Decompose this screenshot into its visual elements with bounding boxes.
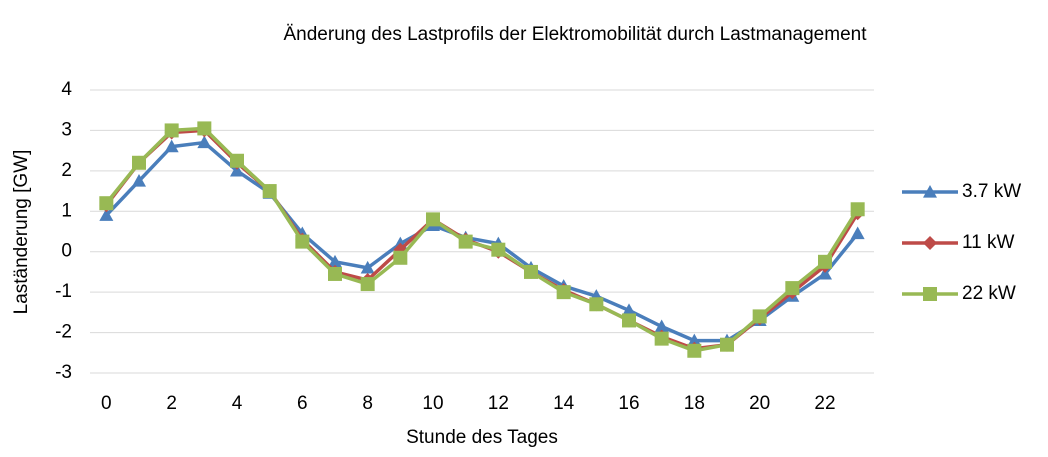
marker [785, 281, 800, 296]
marker [850, 226, 865, 240]
marker [132, 155, 146, 170]
x-tick-label: 10 [422, 393, 443, 414]
marker [654, 319, 669, 333]
y-tick-label: 0 [61, 241, 72, 262]
marker [818, 254, 832, 269]
y-tick-label: 1 [61, 200, 72, 221]
x-tick-label: 20 [749, 393, 770, 414]
marker [923, 236, 937, 250]
marker [720, 337, 734, 352]
marker [99, 196, 114, 211]
marker [164, 123, 179, 138]
marker [164, 139, 179, 153]
marker [622, 313, 636, 328]
x-tick-label: 16 [618, 393, 639, 414]
marker [99, 208, 114, 221]
y-tick-label: 4 [61, 79, 72, 100]
marker [622, 303, 636, 316]
legend-label: 22 kW [962, 283, 1016, 304]
x-tick-label: 0 [101, 393, 112, 414]
marker [197, 135, 212, 149]
marker [687, 343, 702, 358]
marker [524, 264, 538, 279]
chart-title: Änderung des Lastprofils der Elektromobi… [284, 24, 868, 45]
x-axis-label: Stunde des Tages [406, 427, 558, 448]
x-tick-label: 8 [362, 393, 373, 414]
marker [818, 266, 832, 280]
marker [491, 242, 506, 257]
marker [393, 242, 408, 257]
x-tick-label: 12 [488, 393, 509, 414]
marker [687, 333, 702, 347]
x-tick-label: 18 [684, 393, 705, 414]
y-tick-label: -2 [55, 322, 72, 343]
y-tick-label: 3 [61, 119, 72, 140]
marker [458, 234, 473, 249]
marker [556, 285, 571, 300]
marker [328, 254, 342, 268]
marker [328, 266, 342, 281]
series-line [105, 140, 860, 343]
marker [589, 297, 604, 312]
marker [230, 153, 244, 168]
marker [360, 277, 375, 292]
x-tick-label: 4 [232, 393, 243, 414]
y-tick-label: 2 [61, 160, 72, 181]
marker [923, 287, 937, 301]
x-tick-label: 14 [553, 393, 575, 414]
marker [393, 250, 408, 265]
marker [426, 212, 440, 227]
legend-label: 11 kW [962, 232, 1015, 253]
x-tick-label: 22 [814, 393, 835, 414]
marker [295, 234, 310, 249]
marker [923, 185, 937, 198]
y-axis-label: Laständerung [GW] [11, 150, 32, 315]
x-tick-label: 6 [297, 393, 308, 414]
marker [197, 121, 212, 136]
marker [262, 184, 277, 199]
marker [360, 260, 375, 274]
marker [654, 331, 669, 346]
marker [752, 309, 767, 324]
y-tick-label: -1 [55, 281, 72, 302]
x-tick-label: 2 [166, 393, 177, 414]
y-tick-label: -3 [55, 362, 72, 383]
marker [132, 173, 146, 187]
legend-label: 3.7 kW [962, 181, 1021, 202]
marker [850, 202, 865, 217]
marker [230, 163, 244, 177]
